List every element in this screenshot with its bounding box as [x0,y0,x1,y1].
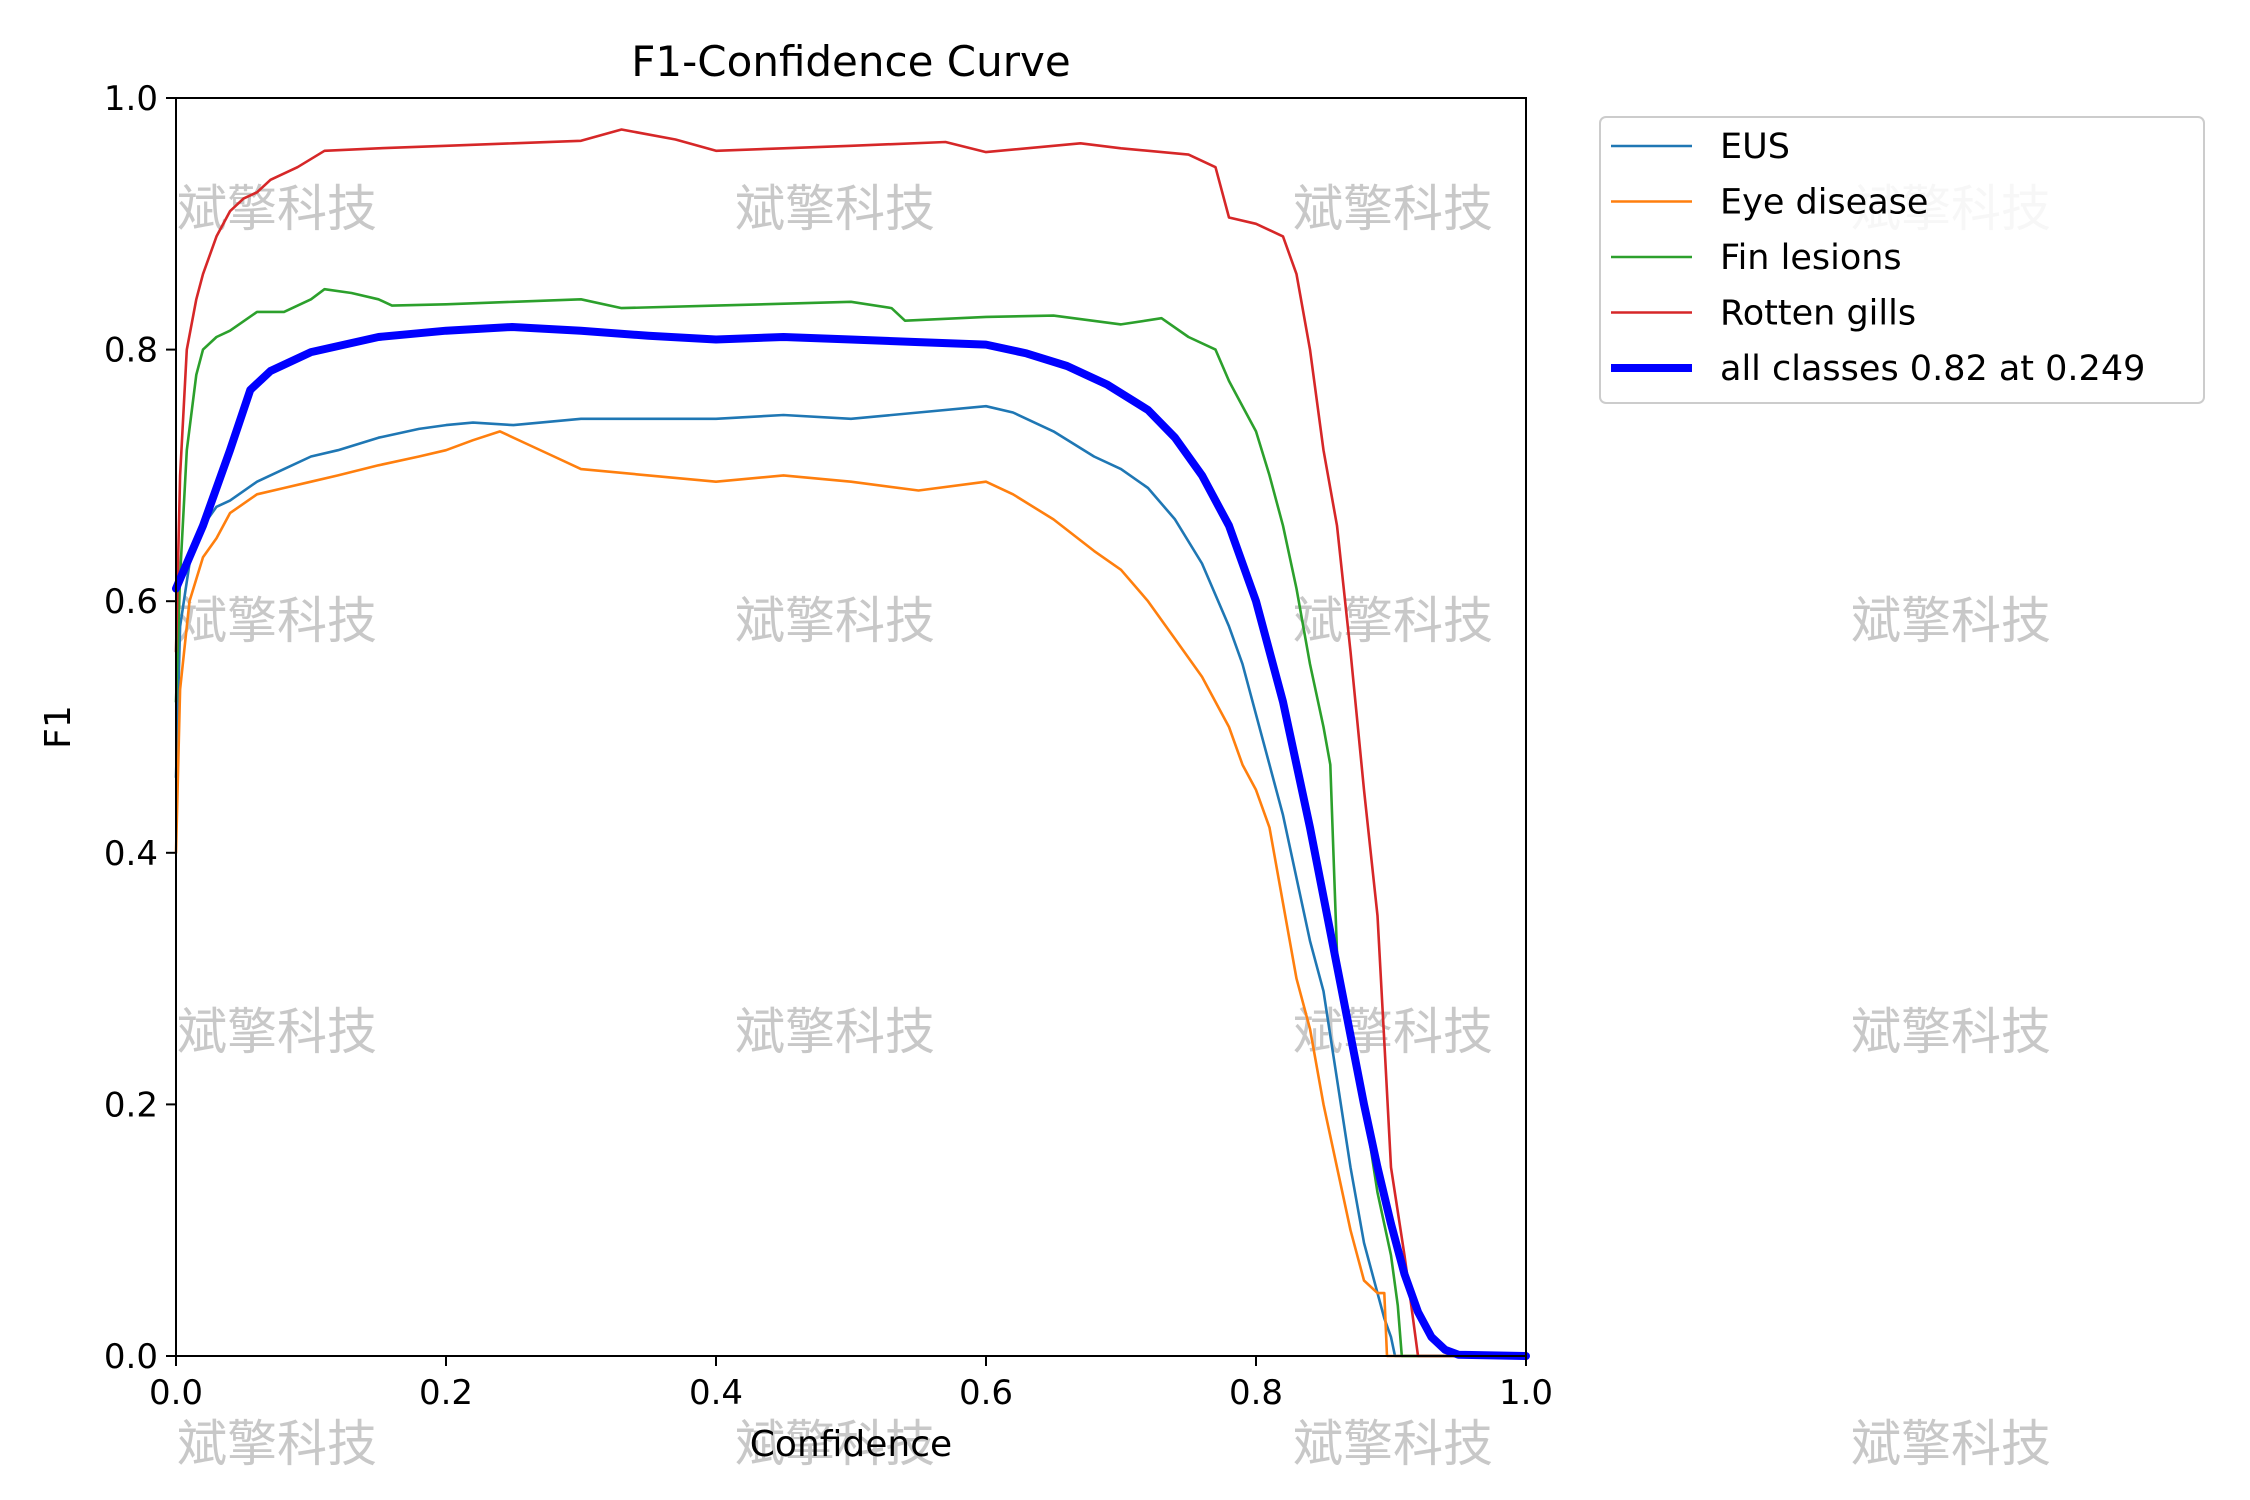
watermark-text: 斌擎科技 [735,1003,935,1061]
legend-label: Rotten gills [1720,294,1916,334]
watermark-text: 斌擎科技 [1293,1415,1493,1473]
series-line-eus [174,404,1528,1358]
x-tick-label: 0.8 [1229,1373,1283,1413]
legend-label: EUS [1720,127,1790,167]
watermark-text: 斌擎科技 [735,1415,935,1473]
watermark-text: 斌擎科技 [177,1415,377,1473]
watermark-text: 斌擎科技 [735,180,935,238]
watermark-text: 斌擎科技 [177,592,377,650]
series-line-all-classes-0-82-at-0-249 [172,323,1530,1360]
series-line-rotten-gills [174,128,1528,1358]
x-tick-label: 1.0 [1499,1373,1553,1413]
x-axis-label: Confidence [750,1424,952,1465]
x-tick-label: 0.0 [149,1373,203,1413]
y-tick-label: 0.6 [104,582,158,622]
x-tick-label: 0.4 [689,1373,743,1413]
watermark-text: 斌擎科技 [1293,592,1493,650]
series-line-eye-disease [174,430,1528,1358]
watermark-text: 斌擎科技 [1851,1415,2051,1473]
watermark-text: 斌擎科技 [177,180,377,238]
y-tick-label: 0.8 [104,331,158,371]
legend-label: Fin lesions [1720,238,1902,278]
series-layer [172,128,1530,1360]
legend-label: all classes 0.82 at 0.249 [1720,349,2145,389]
y-axis-label: F1 [38,705,79,749]
watermark-text: 斌擎科技 [735,592,935,650]
y-tick-label: 1.0 [104,79,158,119]
plot-frame [175,97,1527,1357]
y-tick-label: 0.2 [104,1085,158,1125]
chart-title: F1-Confidence Curve [631,37,1070,86]
watermark-text: 斌擎科技 [1293,1003,1493,1061]
legend: EUS Eye disease Fin lesions Rotten gills all… [1599,116,2205,404]
y-tick-label: 0.4 [104,834,158,874]
y-tick-label: 0.0 [104,1337,158,1377]
legend-label: Eye disease [1720,183,1928,223]
watermark-text: 斌擎科技 [1293,180,1493,238]
x-tick-label: 0.2 [419,1373,473,1413]
axis-ticks: 0.0 0.2 0.4 0.6 0.8 1.0 0.0 0.2 0.4 0.6 0.8 1.0 [104,79,1553,1413]
watermark-text: 斌擎科技 [1851,592,2051,650]
watermark-text: 斌擎科技 [1851,1003,2051,1061]
legend-box [1599,116,2205,404]
x-tick-label: 0.6 [959,1373,1013,1413]
watermark-text: 斌擎科技 [177,1003,377,1061]
